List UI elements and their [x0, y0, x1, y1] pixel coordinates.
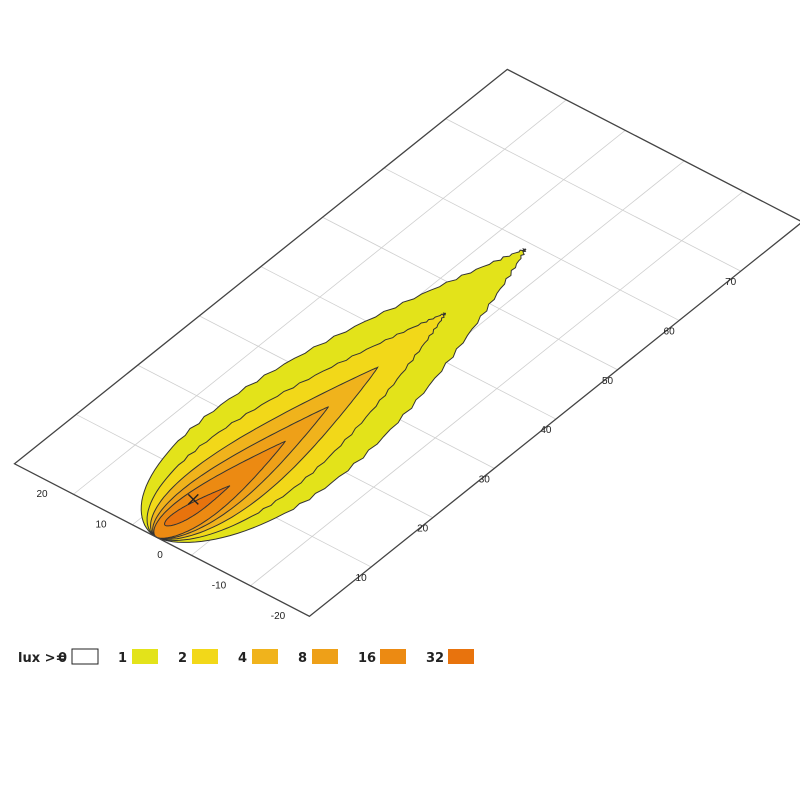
y-tick-label: 0 — [157, 550, 163, 561]
legend-swatch — [380, 649, 406, 664]
x-tick-label: 60 — [664, 326, 676, 337]
y-axis-ticks: 20 10 0 -10 -20 — [36, 489, 285, 622]
legend-value: 1 — [118, 651, 127, 666]
legend-value: 0 — [58, 651, 67, 666]
legend-swatch — [448, 649, 474, 664]
legend-value: 16 — [358, 651, 376, 666]
isolux-contours — [140, 248, 527, 543]
x-tick-label: 10 — [356, 573, 368, 584]
floor-frame — [13, 68, 800, 618]
legend-swatch — [252, 649, 278, 664]
light-source-marker — [187, 493, 199, 505]
legend-swatch — [312, 649, 338, 664]
grid-line-y — [250, 191, 744, 587]
x-tick-label: 50 — [602, 376, 614, 387]
grid-line-y — [73, 99, 567, 495]
y-tick-label: 10 — [95, 520, 107, 531]
y-tick-label: 20 — [36, 489, 48, 500]
legend-value: 4 — [238, 651, 247, 666]
legend-value: 32 — [426, 651, 444, 666]
x-tick-label: 40 — [540, 425, 552, 436]
grid-line-x — [445, 118, 741, 272]
legend-swatch — [132, 649, 158, 664]
floor-outline — [13, 68, 800, 618]
legend-swatch — [71, 648, 99, 665]
x-tick-label: 20 — [417, 524, 429, 535]
legend: lux >= 0 1 2 4 8 16 32 — [18, 648, 474, 666]
legend-value: 2 — [178, 651, 187, 666]
x-axis-ticks: 10 20 30 40 50 60 70 — [356, 277, 737, 584]
y-tick-label: -10 — [212, 581, 227, 592]
isolux-contour-32 — [164, 485, 231, 527]
y-tick-label: -20 — [271, 611, 286, 622]
source-cross — [187, 493, 199, 505]
legend-items: 0 1 2 4 8 16 32 — [58, 648, 474, 666]
x-tick-label: 30 — [479, 474, 491, 485]
legend-swatch — [192, 649, 218, 664]
x-tick-label: 70 — [725, 277, 737, 288]
legend-value: 8 — [298, 651, 307, 666]
grid-line-x — [383, 167, 680, 321]
legend-label: lux >= — [18, 651, 66, 666]
